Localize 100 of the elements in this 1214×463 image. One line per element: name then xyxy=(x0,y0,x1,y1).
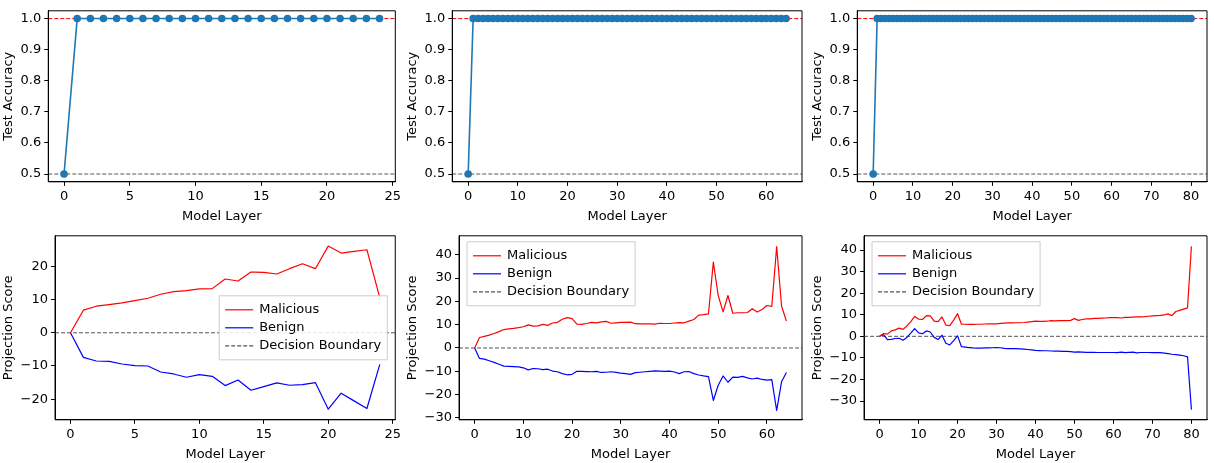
y-axis-title: Test Accuracy xyxy=(809,51,825,142)
y-tick-label: 0.9 xyxy=(20,41,42,57)
x-tick-label: 20 xyxy=(559,187,576,203)
y-tick-label: −10 xyxy=(829,349,858,365)
y-tick-label: 0.7 xyxy=(424,103,446,119)
y-tick-label: 0.6 xyxy=(829,134,851,150)
y-tick-label: 0.6 xyxy=(424,134,446,150)
x-tick-label: 30 xyxy=(984,187,1001,203)
x-tick-label: 0 xyxy=(869,187,878,203)
y-tick-label: 0.8 xyxy=(424,72,446,88)
x-tick-label: 10 xyxy=(515,425,532,441)
y-tick-label: −20 xyxy=(20,390,49,406)
y-axis-title: Projection Score xyxy=(809,275,825,381)
x-tick-label: 50 xyxy=(1063,187,1081,203)
x-tick-label: 0 xyxy=(875,425,884,441)
y-tick-label: 0.7 xyxy=(829,103,851,119)
legend-label: Benign xyxy=(507,265,553,281)
x-tick-label: 40 xyxy=(1027,425,1044,441)
x-axis-title: Model Layer xyxy=(587,207,668,223)
y-tick-label: 30 xyxy=(840,262,858,278)
y-tick-label: −30 xyxy=(829,392,858,408)
legend-label: Decision Boundary xyxy=(507,283,630,299)
y-tick-label: 0.9 xyxy=(829,41,851,57)
y-tick-label: 0.8 xyxy=(829,72,851,88)
x-tick-label: 0 xyxy=(59,187,69,203)
y-tick-label: 0.7 xyxy=(20,103,42,119)
y-tick-label: 30 xyxy=(435,269,453,285)
y-tick-label: 1.0 xyxy=(424,9,446,25)
y-tick-label: −10 xyxy=(424,362,453,378)
legend-label: Decision Boundary xyxy=(912,283,1035,299)
y-tick-label: −20 xyxy=(829,370,858,386)
x-tick-label: 0 xyxy=(66,425,75,441)
y-axis-title: Projection Score xyxy=(0,275,16,381)
x-tick-label: 50 xyxy=(709,425,727,441)
x-tick-label: 15 xyxy=(255,425,273,441)
y-tick-label: 10 xyxy=(31,290,49,306)
x-tick-label: 40 xyxy=(658,187,676,203)
x-axis-title: Model Layer xyxy=(590,445,671,461)
x-tick-label: 60 xyxy=(1105,425,1122,441)
y-tick-label: 10 xyxy=(435,316,453,332)
x-tick-label: 10 xyxy=(509,187,527,203)
x-tick-label: 10 xyxy=(904,187,922,203)
y-tick-label: 0.5 xyxy=(424,165,446,181)
x-tick-label: 40 xyxy=(1023,187,1041,203)
x-tick-label: 20 xyxy=(319,425,337,441)
x-tick-label: 30 xyxy=(988,425,1005,441)
x-tick-label: 10 xyxy=(191,425,208,441)
x-tick-label: 25 xyxy=(384,187,401,203)
x-tick-label: 0 xyxy=(470,425,479,441)
y-tick-label: 0 xyxy=(443,339,453,355)
y-tick-label: −10 xyxy=(20,357,49,373)
x-tick-label: 60 xyxy=(1103,187,1120,203)
y-tick-label: 20 xyxy=(31,257,49,273)
y-axis-title: Projection Score xyxy=(404,275,420,381)
y-tick-label: 10 xyxy=(840,306,858,322)
x-tick-label: 50 xyxy=(708,187,725,203)
x-tick-label: 25 xyxy=(384,425,401,441)
y-tick-label: 0.9 xyxy=(424,41,446,57)
x-tick-label: 70 xyxy=(1143,187,1160,203)
x-axis-title: Model Layer xyxy=(992,207,1073,223)
x-axis-title: Model Layer xyxy=(182,207,263,223)
legend-label: Benign xyxy=(912,265,958,281)
y-tick-label: 0 xyxy=(39,324,49,340)
y-tick-label: 0.5 xyxy=(20,165,42,181)
y-tick-label: 40 xyxy=(435,246,453,262)
x-tick-label: 80 xyxy=(1182,187,1200,203)
legend-label: Malicious xyxy=(912,247,973,263)
legend-label: Malicious xyxy=(259,301,320,317)
x-tick-label: 70 xyxy=(1144,425,1161,441)
y-tick-label: 20 xyxy=(840,284,858,300)
x-axis-title: Model Layer xyxy=(995,445,1076,461)
y-tick-label: 20 xyxy=(435,292,453,308)
y-tick-label: 1.0 xyxy=(829,9,851,25)
y-tick-label: 0.5 xyxy=(829,165,851,181)
x-tick-label: 10 xyxy=(910,425,927,441)
x-tick-label: 30 xyxy=(612,425,630,441)
x-tick-label: 20 xyxy=(949,425,966,441)
x-tick-label: 5 xyxy=(130,425,140,441)
x-tick-label: 10 xyxy=(187,187,204,203)
x-tick-label: 60 xyxy=(757,187,775,203)
y-tick-label: 0 xyxy=(848,327,858,343)
y-axis-title: Test Accuracy xyxy=(404,51,420,142)
x-tick-label: 20 xyxy=(944,187,961,203)
y-tick-label: 0.8 xyxy=(20,72,42,88)
y-tick-label: 40 xyxy=(840,241,858,257)
y-tick-label: 0.6 xyxy=(20,134,42,150)
x-tick-label: 15 xyxy=(252,187,270,203)
x-tick-label: 0 xyxy=(464,187,473,203)
legend-label: Malicious xyxy=(507,247,568,263)
x-tick-label: 50 xyxy=(1066,425,1083,441)
x-tick-label: 5 xyxy=(125,187,134,203)
y-tick-label: −30 xyxy=(424,409,453,425)
x-axis-title: Model Layer xyxy=(185,445,266,461)
legend-label: Decision Boundary xyxy=(259,337,382,353)
x-tick-label: 20 xyxy=(563,425,581,441)
legend-label: Benign xyxy=(259,319,305,335)
x-tick-label: 20 xyxy=(318,187,336,203)
y-tick-label: 1.0 xyxy=(20,9,42,25)
x-tick-label: 30 xyxy=(608,187,626,203)
y-axis-title: Test Accuracy xyxy=(0,51,16,142)
